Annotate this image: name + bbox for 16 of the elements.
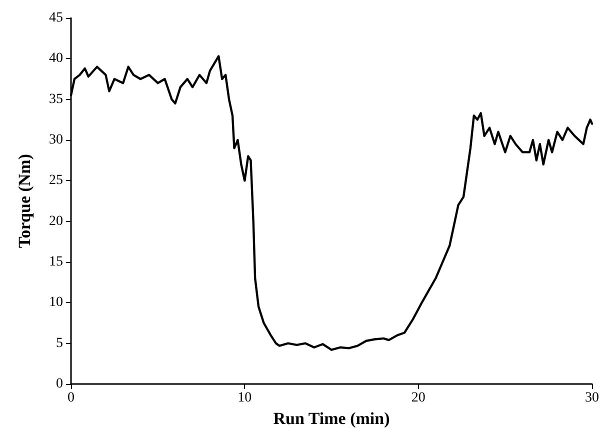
y-tick-label: 15 (49, 254, 63, 270)
y-tick-label: 20 (49, 214, 63, 229)
y-tick-label: 45 (49, 10, 63, 26)
x-tick-label: 0 (68, 390, 74, 406)
y-tick-label: 25 (49, 173, 63, 188)
x-tick-label: 30 (585, 390, 599, 406)
y-tick-label: 30 (49, 132, 63, 148)
x-axis-title: Run Time (min) (273, 408, 390, 428)
y-tick-label: 0 (56, 376, 63, 392)
y-tick-label: 35 (49, 92, 63, 107)
x-tick-label: 10 (238, 390, 252, 406)
y-tick-label: 5 (56, 336, 63, 351)
x-tick-label: 20 (411, 390, 426, 406)
y-axis-title: Torque (Nm) (15, 154, 34, 248)
y-tick-label: 40 (49, 51, 63, 66)
y-tick-label: 10 (49, 295, 63, 310)
